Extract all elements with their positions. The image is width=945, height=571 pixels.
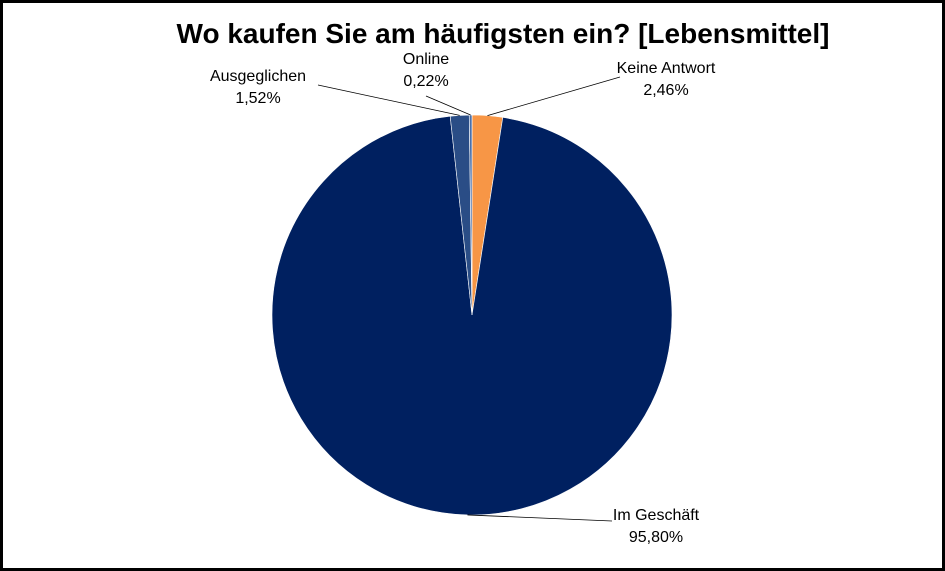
slice-label: Keine Antwort: [617, 60, 716, 77]
slice-value-label: 2,46%: [643, 82, 688, 99]
slice-label: Online: [403, 51, 449, 68]
slice-label: Ausgeglichen: [210, 68, 306, 85]
slice-value-label: 0,22%: [403, 73, 448, 90]
pie-slice-online: [468, 114, 473, 316]
pie-slice-im-gesch-ft: [271, 115, 673, 516]
leader-line: [425, 95, 471, 116]
slice-value-label: 95,80%: [629, 529, 683, 546]
leader-line: [317, 84, 460, 116]
slice-value-label: 1,52%: [235, 90, 280, 107]
slice-label: Im Geschäft: [613, 507, 700, 524]
leader-line: [467, 514, 613, 522]
chart-title: Wo kaufen Sie am häufigsten ein? [Lebens…: [176, 18, 830, 49]
leader-line: [487, 76, 621, 116]
